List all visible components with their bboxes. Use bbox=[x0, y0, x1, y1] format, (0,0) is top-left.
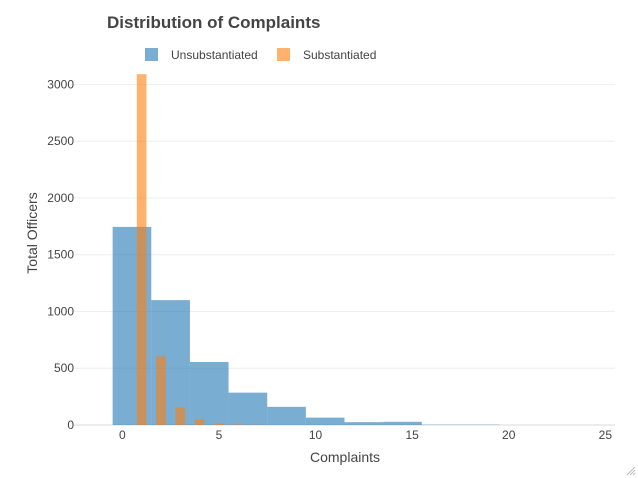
bar-substantiated[interactable] bbox=[175, 407, 186, 425]
bar-unsubstantiated[interactable] bbox=[305, 417, 345, 425]
y-axis-ticks: 0 500 1000 1500 2000 2500 3000 bbox=[47, 77, 74, 432]
x-tick-label: 5 bbox=[216, 428, 223, 442]
resize-handle-icon[interactable] bbox=[626, 466, 636, 476]
bar-unsubstantiated[interactable] bbox=[344, 422, 384, 425]
x-tick-label: 0 bbox=[119, 428, 126, 442]
legend-item-substantiated[interactable]: Substantiated bbox=[277, 48, 376, 62]
legend-swatch-substantiated bbox=[277, 48, 290, 61]
x-tick-label: 15 bbox=[405, 428, 419, 442]
series-unsubstantiated bbox=[112, 226, 500, 425]
y-tick-label: 3000 bbox=[47, 77, 74, 91]
bar-unsubstantiated[interactable] bbox=[189, 361, 229, 425]
bar-substantiated[interactable] bbox=[136, 74, 147, 425]
bar-substantiated[interactable] bbox=[214, 423, 224, 425]
legend-item-unsubstantiated[interactable]: Unsubstantiated bbox=[145, 48, 258, 62]
y-tick-label: 0 bbox=[67, 418, 74, 432]
plot-area[interactable] bbox=[112, 74, 500, 425]
x-axis-title: Complaints bbox=[310, 449, 380, 465]
bar-unsubstantiated[interactable] bbox=[267, 406, 306, 425]
x-tick-label: 10 bbox=[309, 428, 323, 442]
legend-label-unsubstantiated: Unsubstantiated bbox=[171, 48, 258, 62]
chart-title: Distribution of Complaints bbox=[107, 13, 320, 32]
legend-swatch-unsubstantiated bbox=[145, 48, 158, 61]
series-substantiated bbox=[136, 74, 263, 425]
bar-substantiated[interactable] bbox=[156, 356, 166, 425]
bar-substantiated[interactable] bbox=[194, 419, 205, 425]
x-tick-label: 25 bbox=[599, 428, 613, 442]
legend-label-substantiated: Substantiated bbox=[303, 48, 376, 62]
bar-unsubstantiated[interactable] bbox=[383, 421, 422, 425]
bar-unsubstantiated[interactable] bbox=[228, 392, 268, 425]
y-tick-label: 2500 bbox=[47, 134, 74, 148]
y-tick-label: 1500 bbox=[47, 248, 74, 262]
x-axis-ticks: 0 5 10 15 20 25 bbox=[119, 428, 612, 442]
y-tick-label: 2000 bbox=[47, 191, 74, 205]
x-tick-label: 20 bbox=[502, 428, 516, 442]
y-axis-title: Total Officers bbox=[24, 192, 40, 273]
y-tick-label: 500 bbox=[54, 361, 74, 375]
y-tick-label: 1000 bbox=[47, 304, 74, 318]
legend[interactable]: Unsubstantiated Substantiated bbox=[145, 48, 376, 62]
bar-substantiated[interactable] bbox=[233, 424, 244, 425]
